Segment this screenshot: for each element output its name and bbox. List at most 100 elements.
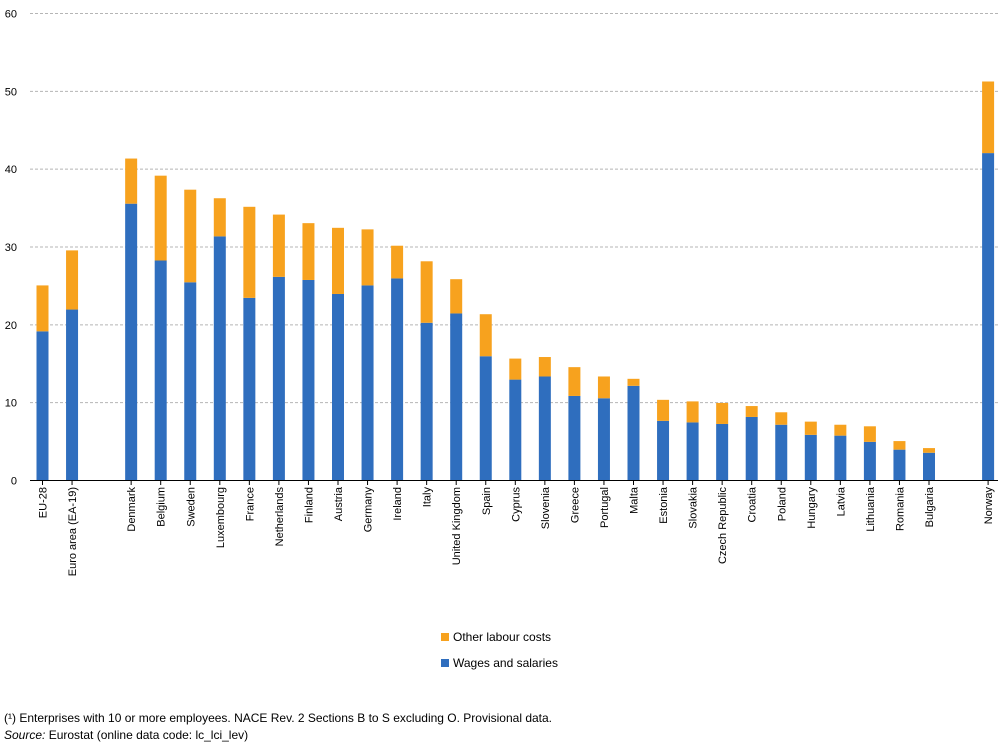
bar-wages-and-salaries-euro-area-ea-19 [66, 309, 79, 480]
bar-other-labour-costs-romania [893, 441, 906, 450]
bars [36, 81, 995, 481]
bar-other-labour-costs-spain [479, 314, 492, 357]
bar-other-labour-costs-malta [627, 378, 640, 386]
x-tick-label-romania: Romania [894, 486, 906, 531]
x-axis [30, 480, 998, 485]
bar-wages-and-salaries-portugal [597, 398, 610, 480]
x-tick-label-france: France [244, 487, 256, 521]
y-tick-label-0: 0 [11, 476, 17, 488]
bar-other-labour-costs-finland [302, 223, 315, 280]
x-tick-label-portugal: Portugal [599, 487, 611, 528]
y-tick-label-60: 60 [5, 9, 17, 21]
bar-wages-and-salaries-luxembourg [213, 236, 226, 480]
x-tick-label-slovakia: Slovakia [688, 486, 700, 528]
bar-other-labour-costs-austria [332, 227, 344, 294]
bar-wages-and-salaries-spain [479, 356, 492, 480]
bar-wages-and-salaries-germany [361, 285, 374, 480]
bar-wages-and-salaries-ireland [391, 278, 404, 480]
x-tick-label-malta: Malta [629, 486, 641, 514]
bar-wages-and-salaries-slovakia [686, 422, 699, 480]
bar-other-labour-costs-croatia [745, 406, 758, 417]
y-tick-label-30: 30 [5, 242, 17, 254]
x-tick-label-czech-republic: Czech Republic [717, 487, 729, 565]
x-tick-label-bulgaria: Bulgaria [924, 486, 936, 527]
bar-other-labour-costs-ireland [391, 245, 404, 279]
bar-other-labour-costs-united-kingdom [450, 279, 463, 314]
footnote: (¹) Enterprises with 10 or more employee… [4, 711, 553, 725]
bar-other-labour-costs-poland [775, 412, 788, 425]
source-line: Source: Eurostat (online data code: lc_l… [4, 728, 248, 742]
bar-other-labour-costs-netherlands [272, 214, 285, 277]
bar-wages-and-salaries-lithuania [863, 441, 876, 480]
bar-other-labour-costs-germany [361, 229, 374, 286]
x-tick-label-austria: Austria [333, 486, 345, 521]
x-tick-label-ireland: Ireland [392, 487, 404, 521]
y-axis-tick-labels: 0 10 20 30 40 50 60 [5, 9, 17, 488]
bar-wages-and-salaries-croatia [745, 416, 758, 480]
legend-label-wages-and-salaries: Wages and salaries [453, 656, 558, 670]
x-tick-label-lithuania: Lithuania [865, 486, 877, 532]
x-tick-label-slovenia: Slovenia [540, 486, 552, 529]
source-label: Source: [4, 728, 46, 742]
bar-wages-and-salaries-united-kingdom [450, 313, 463, 480]
bar-other-labour-costs-sweden [184, 189, 197, 283]
bar-wages-and-salaries-norway [982, 153, 995, 480]
bar-other-labour-costs-slovenia [538, 357, 551, 377]
bar-other-labour-costs-greece [568, 367, 581, 396]
bar-wages-and-salaries-netherlands [272, 276, 285, 480]
bar-other-labour-costs-luxembourg [213, 198, 226, 237]
bar-wages-and-salaries-italy [420, 322, 433, 480]
x-tick-label-belgium: Belgium [156, 487, 168, 527]
bar-other-labour-costs-cyprus [509, 358, 522, 380]
x-tick-label-luxembourg: Luxembourg [215, 487, 227, 548]
x-tick-label-greece: Greece [569, 487, 581, 523]
x-tick-label-denmark: Denmark [126, 487, 138, 532]
legend-swatch-wages-and-salaries [441, 659, 449, 667]
legend: Other labour costs Wages and salaries [441, 630, 558, 682]
x-tick-label-finland: Finland [303, 487, 315, 523]
x-tick-label-estonia: Estonia [658, 486, 670, 524]
bar-wages-and-salaries-sweden [184, 282, 197, 480]
x-tick-label-italy: Italy [422, 487, 434, 508]
legend-label-other-labour-costs: Other labour costs [453, 630, 552, 644]
bar-wages-and-salaries-poland [775, 424, 788, 480]
x-tick-label-poland: Poland [776, 487, 788, 521]
x-tick-label-cyprus: Cyprus [510, 487, 522, 522]
legend-item-wages-and-salaries: Wages and salaries [441, 656, 558, 670]
bar-wages-and-salaries-estonia [657, 420, 670, 480]
bar-wages-and-salaries-malta [627, 385, 640, 480]
bar-other-labour-costs-bulgaria [923, 448, 935, 453]
bar-wages-and-salaries-romania [893, 449, 906, 480]
y-tick-label-20: 20 [5, 320, 17, 332]
x-tick-label-united-kingdom: United Kingdom [451, 487, 463, 565]
bar-other-labour-costs-denmark [125, 158, 138, 204]
bar-wages-and-salaries-denmark [125, 203, 138, 481]
x-tick-label-latvia: Latvia [835, 486, 847, 516]
bar-wages-and-salaries-cyprus [509, 379, 522, 480]
bar-other-labour-costs-eu-28 [36, 285, 49, 332]
x-tick-label-eu-28: EU-28 [38, 487, 50, 518]
x-tick-label-germany: Germany [363, 487, 375, 533]
source-text: Eurostat (online data code: lc_lci_lev) [45, 728, 249, 742]
bar-other-labour-costs-italy [420, 261, 433, 323]
bar-other-labour-costs-hungary [804, 421, 817, 435]
bar-wages-and-salaries-austria [332, 293, 344, 480]
bar-other-labour-costs-latvia [834, 424, 847, 436]
y-tick-label-10: 10 [5, 398, 17, 410]
x-axis-tick-labels: EU-28 Euro area (EA-19) Denmark Belgium Swed… [38, 486, 996, 576]
bar-other-labour-costs-estonia [657, 399, 670, 421]
bar-wages-and-salaries-bulgaria [923, 452, 935, 480]
bar-other-labour-costs-slovakia [686, 401, 699, 423]
x-tick-label-sweden: Sweden [185, 487, 197, 527]
bar-wages-and-salaries-hungary [804, 434, 817, 480]
legend-swatch-other-labour-costs [441, 633, 449, 641]
bar-other-labour-costs-belgium [154, 175, 167, 261]
x-tick-label-croatia: Croatia [747, 486, 759, 522]
x-tick-label-netherlands: Netherlands [274, 487, 286, 547]
bar-wages-and-salaries-france [243, 297, 256, 480]
bar-other-labour-costs-portugal [597, 376, 610, 399]
bar-other-labour-costs-norway [982, 81, 995, 154]
x-tick-label-norway: Norway [983, 487, 995, 525]
bar-other-labour-costs-czech-republic [716, 402, 729, 424]
bar-wages-and-salaries-greece [568, 395, 581, 480]
